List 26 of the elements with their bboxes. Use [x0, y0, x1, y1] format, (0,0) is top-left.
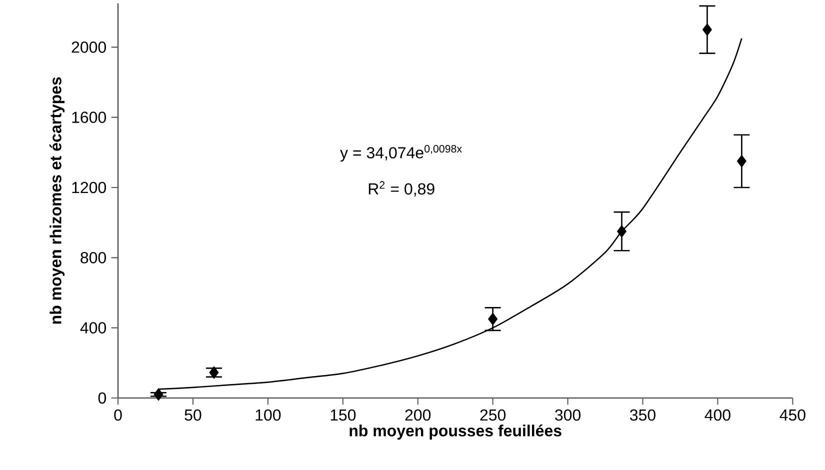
y-tick-label: 1600 — [72, 112, 106, 123]
x-tick-label: 350 — [630, 409, 656, 421]
point — [488, 312, 498, 326]
x-tick-label: 300 — [555, 409, 580, 421]
annotation: R$^{2}$ = 0,89 — [368, 181, 434, 196]
x-axis-title: nb moyen pousses feuillées — [350, 424, 562, 440]
x-tick-label: 100 — [256, 409, 281, 421]
annotation: y = 34,074e$^{0,0098x}$ — [340, 145, 462, 162]
x-tick-label: 450 — [780, 409, 806, 421]
x-tick-label: 0 — [114, 409, 122, 421]
x-tick-label: 50 — [184, 409, 202, 421]
point — [616, 225, 627, 238]
y-axis-title: nb moyen rhizomes et écartypes — [49, 77, 65, 324]
y-tick-label: 400 — [80, 322, 106, 334]
y-tick-label: 1200 — [72, 182, 106, 194]
x-tick-label: 200 — [405, 409, 431, 421]
y-tick-label: 2000 — [72, 42, 106, 53]
point — [736, 154, 746, 168]
y-tick-label: 800 — [80, 252, 106, 264]
point — [702, 23, 712, 36]
x-tick-label: 250 — [480, 409, 506, 421]
x-tick-label: 400 — [704, 409, 730, 421]
x-tick-label: 150 — [330, 409, 356, 421]
point — [209, 366, 219, 379]
y-tick-label: 0 — [98, 392, 106, 404]
point — [154, 388, 164, 401]
